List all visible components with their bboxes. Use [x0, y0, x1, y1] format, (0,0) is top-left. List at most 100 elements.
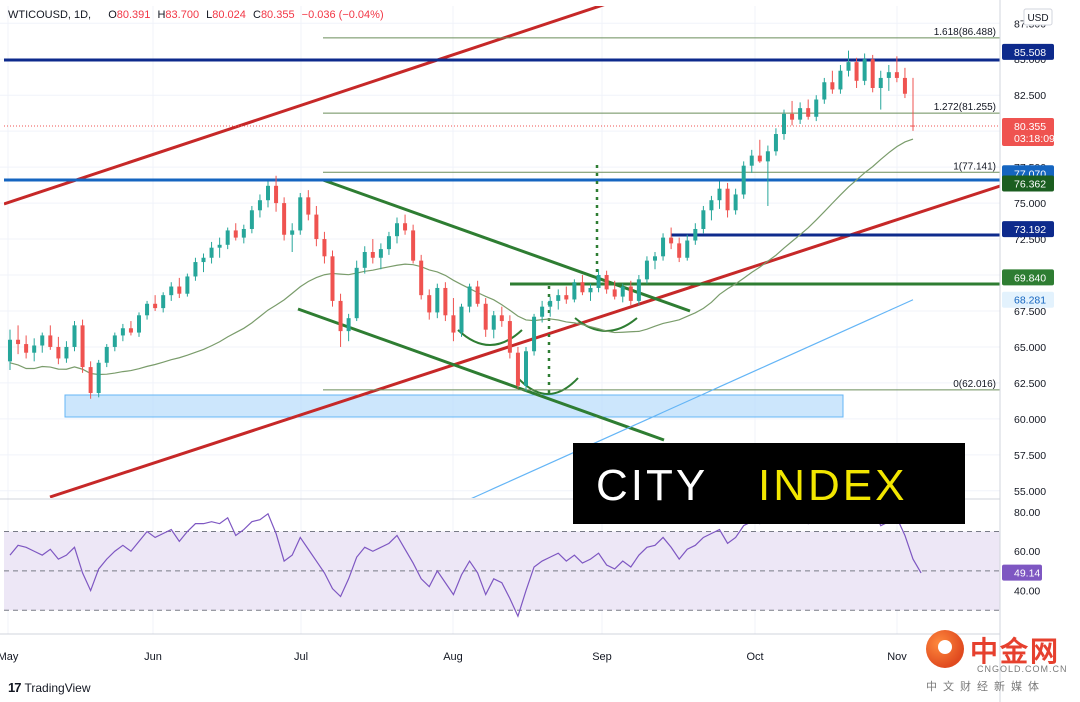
open-label: O	[108, 9, 117, 21]
level-73-badge	[1002, 221, 1054, 238]
candle-body	[266, 185, 270, 201]
candle-body	[314, 214, 319, 240]
sma-green-value-badge	[1002, 175, 1054, 192]
candle-body	[765, 151, 770, 162]
candle-body	[822, 82, 827, 100]
candle-body	[395, 223, 399, 237]
sma-blue-value-label: 68.281	[1014, 295, 1046, 307]
candle-body	[564, 295, 569, 300]
candle-body	[80, 325, 85, 368]
candle-body	[403, 223, 408, 231]
candle-body	[661, 237, 666, 257]
candle-body	[636, 279, 641, 301]
time-tick-label: Nov	[887, 651, 907, 663]
candle-body	[153, 303, 158, 309]
candle-body	[217, 244, 222, 248]
fib-level-label: 1.618(86.488)	[934, 27, 996, 38]
cngold-slogan: 中文财经新媒体	[926, 681, 1045, 693]
candle-body	[532, 316, 537, 352]
candle-body	[64, 346, 69, 359]
candle-body	[588, 287, 593, 293]
candle-body	[830, 82, 835, 90]
candle-body	[48, 335, 53, 347]
candle-body	[806, 108, 811, 117]
candle-body	[838, 70, 843, 90]
price-axis[interactable]: 87.50085.00082.50080.00077.50075.00072.5…	[1014, 18, 1046, 498]
candle-body	[677, 243, 682, 258]
sma-green-value-label: 76.362	[1014, 178, 1046, 190]
tradingview-brand[interactable]: 17 TradingView	[8, 680, 91, 695]
candle-body	[40, 335, 45, 346]
candle-body	[386, 236, 391, 250]
candle-body	[717, 188, 722, 201]
candle-body	[56, 346, 61, 359]
candle-body	[524, 351, 528, 386]
rsi-axis[interactable]: 80.00 60.00 40.00 49.14	[1002, 507, 1042, 598]
candle-body	[886, 72, 891, 78]
symbol-label[interactable]: WTICOUSD, 1D,	[8, 9, 92, 21]
candle-body	[790, 113, 795, 120]
candle-body	[362, 252, 367, 268]
time-tick-label: Sep	[592, 651, 612, 663]
candle-body	[491, 315, 496, 330]
candle-body	[443, 287, 448, 316]
candle-body	[249, 210, 254, 229]
red-trendline-lower	[49, 184, 1000, 498]
fib-level-label: 1(77.141)	[953, 161, 996, 172]
cngold-logo: 中金网 CNGOLD.COM.CN 中文财经新媒体	[922, 626, 1072, 696]
candle-body	[378, 249, 383, 258]
candle-body	[274, 185, 279, 204]
last-price-label: 80.355	[1014, 121, 1046, 133]
green-channel-upper	[322, 178, 691, 313]
rsi-pane	[4, 503, 1000, 618]
ohlc-legend: WTICOUSD, 1D, O80.391 H83.700 L80.024 C8…	[8, 9, 388, 21]
candle-body	[604, 275, 609, 290]
candle-body	[862, 59, 867, 81]
candle-body	[128, 328, 133, 333]
candle-body	[580, 282, 585, 293]
candle-body	[725, 188, 730, 211]
time-tick-label: Jun	[144, 651, 162, 663]
sma-blue-line	[471, 299, 914, 498]
rsi-current-label: 49.14	[1014, 568, 1040, 580]
candle-body	[290, 230, 295, 235]
candle-body	[733, 194, 738, 211]
candle-body	[209, 247, 214, 258]
price-axis-labels: 85.50877.07073.19269.84080.35503:18:0976…	[1002, 43, 1055, 308]
candle-body	[814, 99, 819, 117]
sma-green-line	[9, 138, 914, 376]
price-tick-label: 60.000	[1014, 414, 1046, 426]
candle-body	[193, 262, 198, 277]
candle-body	[701, 210, 706, 229]
candle-body	[556, 295, 561, 301]
high-label: H	[157, 9, 166, 21]
level-69-label: 69.840	[1014, 272, 1046, 284]
candle-body	[419, 260, 424, 296]
currency-badge[interactable]	[1023, 8, 1053, 26]
city-index-watermark: CITY INDEX	[573, 443, 965, 524]
candle-body	[798, 108, 803, 120]
candle-body	[854, 62, 859, 81]
time-axis[interactable]: May Jun Jul Aug Sep Oct Nov	[0, 651, 907, 663]
pattern-arc	[457, 329, 523, 346]
candle-body	[112, 335, 117, 347]
candle-body	[346, 318, 351, 332]
candle-body	[72, 325, 77, 347]
candle-body	[16, 339, 21, 345]
candle-body	[322, 239, 327, 257]
candle-body	[451, 315, 456, 333]
price-tick-label: 57.500	[1014, 450, 1046, 462]
candle-body	[8, 339, 12, 362]
tradingview-logo-icon: 17	[8, 680, 22, 695]
price-tick-label: 82.500	[1014, 90, 1046, 102]
fib-level-label: 1.272(81.255)	[934, 102, 996, 113]
candle-body	[354, 267, 359, 319]
candle-body	[620, 286, 625, 297]
candle-body	[773, 134, 778, 152]
cngold-ball-icon	[926, 630, 964, 668]
candle-body	[411, 230, 416, 261]
tradingview-text: TradingView	[24, 680, 91, 695]
watermark-index: INDEX	[758, 461, 907, 510]
candle-body	[185, 276, 190, 294]
